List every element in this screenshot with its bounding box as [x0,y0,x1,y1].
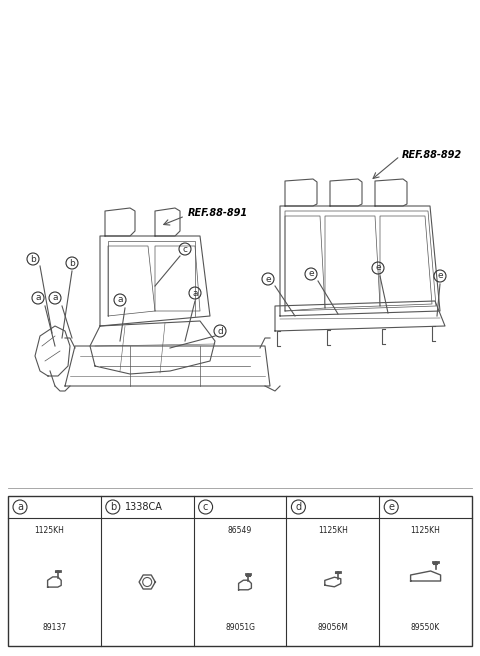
Text: e: e [437,272,443,281]
Text: 89051G: 89051G [225,623,255,632]
Text: 86549: 86549 [228,526,252,535]
Text: a: a [192,289,198,298]
Text: c: c [182,245,188,253]
Text: 1125KH: 1125KH [411,526,441,535]
Text: REF.88-891: REF.88-891 [188,208,248,218]
Text: c: c [203,502,208,512]
Text: a: a [52,293,58,302]
Text: 1338CA: 1338CA [125,502,163,512]
Text: 89550K: 89550K [411,623,440,632]
Text: 89137: 89137 [42,623,66,632]
Text: e: e [265,274,271,283]
Text: a: a [117,295,123,304]
Text: 1125KH: 1125KH [35,526,64,535]
Text: d: d [295,502,301,512]
Text: e: e [375,264,381,272]
Text: a: a [17,502,23,512]
Text: e: e [388,502,394,512]
Text: d: d [217,327,223,335]
Bar [8,496,472,646]
Text: b: b [69,258,75,268]
Text: 89056M: 89056M [317,623,348,632]
Text: a: a [35,293,41,302]
Text: 1125KH: 1125KH [318,526,348,535]
Text: REF.88-892: REF.88-892 [402,150,462,160]
Text: e: e [308,270,314,279]
Text: b: b [109,502,116,512]
Text: b: b [30,255,36,264]
